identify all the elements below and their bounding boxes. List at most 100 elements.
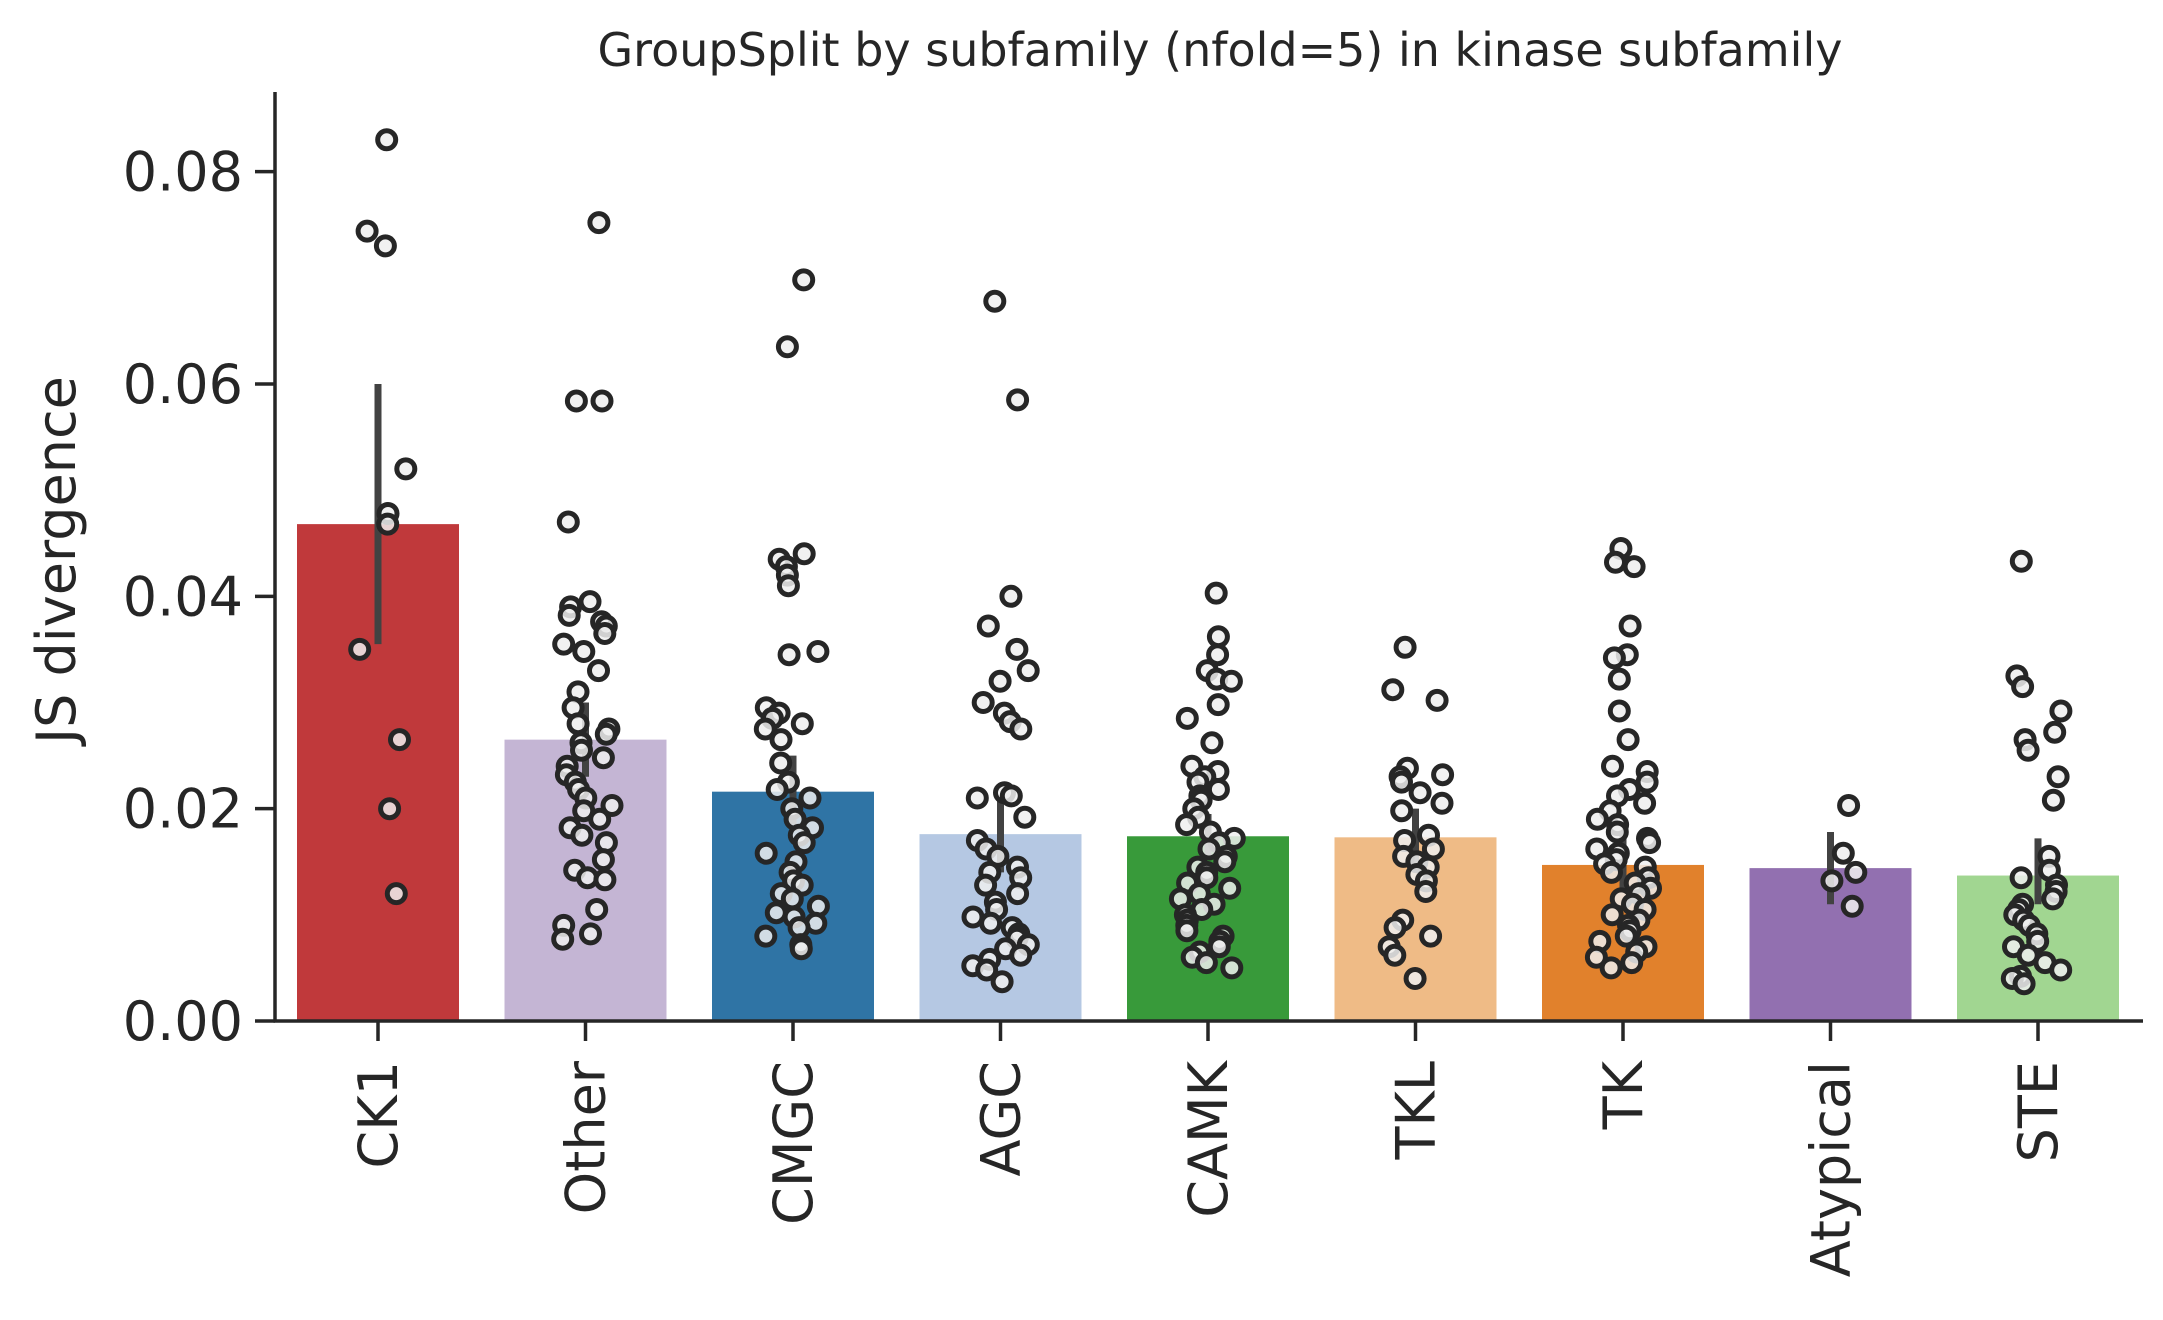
point-ste (2049, 958, 2073, 982)
point-ck1 (384, 882, 408, 906)
point-tk (1599, 956, 1623, 980)
x-tick-label-tk: TK (1592, 1059, 1655, 1130)
point-cmgc (798, 786, 822, 810)
point-ste (2011, 675, 2035, 699)
point-camk (1194, 951, 1218, 975)
point-cmgc (792, 542, 816, 566)
points-layer (348, 128, 2073, 996)
point-agc (1005, 637, 1029, 661)
point-tkl (1383, 943, 1407, 967)
point-ck1 (378, 797, 402, 821)
point-other (594, 722, 618, 746)
point-other (570, 823, 594, 847)
point-tkl (1431, 763, 1455, 787)
point-tk (1584, 945, 1608, 969)
point-camk (1220, 956, 1244, 980)
point-cmgc (769, 728, 793, 752)
point-other (566, 712, 590, 736)
point-other (591, 746, 615, 770)
point-ck1 (394, 457, 418, 481)
point-cmgc (790, 712, 814, 736)
point-other (551, 927, 575, 951)
point-tkl (1381, 678, 1405, 702)
point-other (600, 794, 624, 817)
point-agc (983, 289, 1007, 313)
point-ste (2049, 699, 2073, 723)
point-cmgc (765, 778, 789, 801)
y-tick-label: 0.08 (123, 141, 243, 204)
point-other (590, 389, 614, 413)
point-agc (1006, 388, 1030, 412)
point-agc (974, 873, 998, 897)
point-camk (1206, 625, 1230, 649)
point-tkl (1425, 688, 1449, 712)
point-agc (999, 784, 1023, 808)
point-atypical (1820, 869, 1844, 893)
point-agc (1009, 717, 1033, 741)
point-tk (1618, 614, 1642, 638)
point-agc (1016, 659, 1040, 683)
point-other (593, 622, 617, 645)
point-cmgc (777, 643, 801, 667)
point-other (556, 510, 580, 534)
point-tk (1616, 728, 1640, 752)
point-cmgc (753, 717, 777, 741)
point-agc (988, 669, 1012, 693)
point-tkl (1390, 770, 1413, 794)
x-ticks: CK1 Other CMGC AGC CAMK TKL TK Atypical STE (347, 1021, 2070, 1277)
point-cmgc (789, 937, 813, 961)
point-cmgc (792, 268, 816, 292)
point-camk (1204, 581, 1228, 605)
y-ticks: 0.00 0.02 0.04 0.06 0.08 (123, 141, 275, 1053)
point-cmgc (775, 335, 799, 359)
point-ck1 (355, 219, 379, 243)
point-agc (976, 614, 1000, 638)
point-camk (1175, 706, 1199, 730)
chart-title: GroupSplit by subfamily (nfold=5) in kin… (598, 23, 1843, 77)
point-ck1 (373, 234, 397, 258)
point-tkl (1403, 967, 1427, 990)
point-tk (1607, 699, 1631, 723)
y-tick-label: 0.00 (123, 990, 243, 1053)
point-camk (1200, 731, 1224, 755)
point-ste (2041, 887, 2065, 911)
point-tk (1620, 951, 1644, 975)
point-tk (1607, 667, 1631, 691)
y-tick-label: 0.06 (123, 353, 243, 416)
point-agc (975, 958, 999, 982)
point-tkl (1408, 781, 1432, 805)
point-other (585, 898, 609, 921)
y-axis-label: JS divergence (25, 376, 88, 747)
point-atypical (1831, 841, 1855, 865)
point-tk (1585, 807, 1609, 831)
point-other (557, 603, 581, 627)
point-atypical (1844, 860, 1868, 884)
point-agc (1006, 882, 1030, 906)
point-tk (1633, 791, 1657, 815)
point-ck1 (348, 637, 372, 661)
point-ck1 (388, 728, 411, 752)
point-agc (1013, 805, 1037, 829)
point-ste (2043, 720, 2067, 744)
point-agc (999, 584, 1023, 608)
x-tick-label-ck1: CK1 (347, 1061, 410, 1168)
point-tk (1600, 903, 1624, 927)
y-tick-label: 0.02 (123, 778, 243, 841)
point-cmgc (754, 841, 778, 865)
point-other (578, 590, 602, 614)
point-other (570, 738, 593, 762)
point-other (564, 389, 588, 413)
point-agc (990, 970, 1014, 994)
point-ste (2016, 738, 2040, 762)
point-cmgc (776, 574, 800, 598)
point-tkl (1419, 924, 1443, 948)
point-tk (1601, 754, 1624, 778)
point-ste (2041, 788, 2065, 812)
point-tkl (1421, 837, 1445, 861)
point-tk (1638, 831, 1662, 855)
point-tkl (1390, 799, 1414, 823)
point-atypical (1837, 794, 1861, 817)
x-tick-label-cmgc: CMGC (762, 1061, 825, 1225)
point-tkl (1430, 791, 1454, 815)
